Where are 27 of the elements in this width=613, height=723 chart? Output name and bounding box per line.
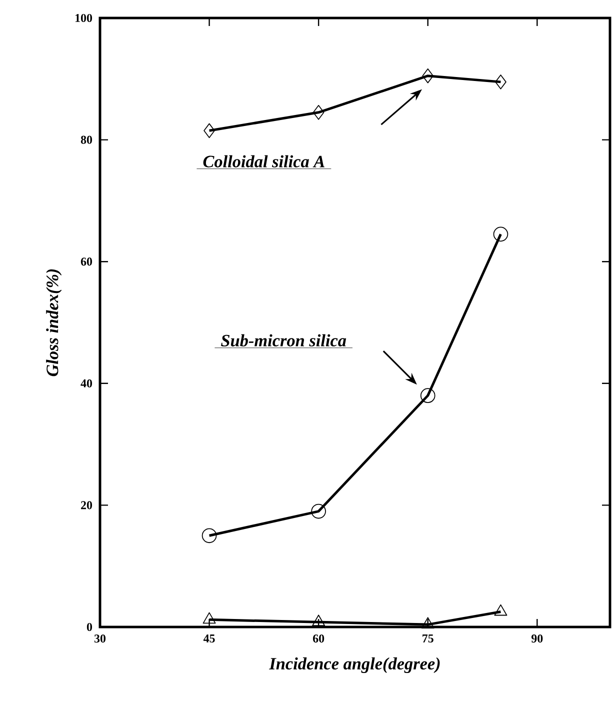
point xyxy=(204,123,215,138)
point xyxy=(495,74,506,90)
point xyxy=(311,504,326,519)
y-tick-label: 100 xyxy=(76,14,92,22)
point xyxy=(493,226,508,242)
x-tick-label: 75 xyxy=(422,634,434,642)
y-tick-label: 80 xyxy=(80,136,92,144)
annotation: Sub-micron silica xyxy=(221,334,346,346)
x-tick-label: 45 xyxy=(203,634,215,642)
point xyxy=(312,104,324,120)
point xyxy=(202,528,217,544)
x-tick-label: 60 xyxy=(312,634,324,643)
y-axis-title: Gloss index(%) xyxy=(46,269,62,376)
y-tick-label: 0 xyxy=(86,622,92,632)
y-tick-label: 60 xyxy=(80,258,92,266)
point xyxy=(494,604,508,616)
y-tick-label: 40 xyxy=(80,379,92,388)
x-tick-label: 90 xyxy=(531,634,543,643)
x-tick-label: 30 xyxy=(94,634,106,643)
point xyxy=(421,617,434,628)
x-axis-title: Incidence angle(degree) xyxy=(269,657,440,674)
point xyxy=(422,68,434,84)
point xyxy=(312,614,326,626)
annotation: Colloidal silica A xyxy=(203,155,324,168)
y-tick-label: 20 xyxy=(81,501,92,510)
point xyxy=(420,388,436,403)
point xyxy=(202,612,216,624)
